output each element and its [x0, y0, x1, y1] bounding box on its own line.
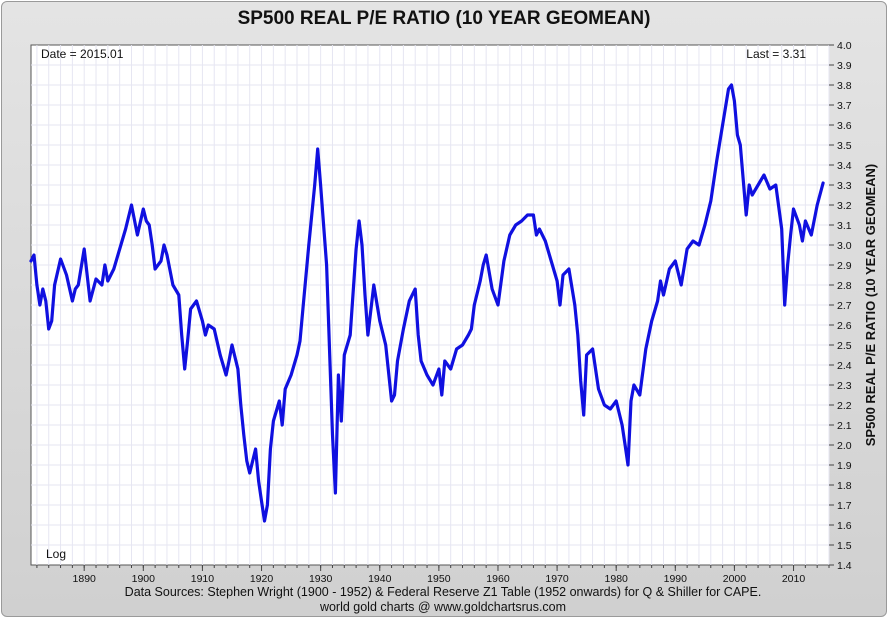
y-tick-label: 2.7: [837, 300, 852, 312]
y-tick-label: 2.3: [837, 380, 852, 392]
x-tick-label: 1960: [486, 573, 510, 585]
y-tick-label: 3.7: [837, 100, 852, 112]
x-tick-label: 2010: [782, 573, 806, 585]
y-tick-label: 2.0: [837, 440, 852, 452]
y-tick-label: 1.8: [837, 480, 852, 492]
y-tick-label: 3.9: [837, 60, 852, 72]
x-tick-label: 1940: [368, 573, 392, 585]
date-annotation: Date = 2015.01: [41, 47, 124, 61]
y-tick-label: 2.2: [837, 400, 852, 412]
y-tick-label: 2.9: [837, 260, 852, 272]
series-line: [29, 83, 825, 523]
x-tick-label: 1950: [427, 573, 451, 585]
y-tick-label: 1.4: [837, 560, 852, 572]
chart-title: SP500 REAL P/E RATIO (10 YEAR GEOMEAN): [237, 8, 651, 29]
x-tick-label: 1920: [250, 573, 274, 585]
credit-note: world gold charts @ www.goldchartsrus.co…: [319, 600, 567, 614]
x-tick-label: 1900: [132, 573, 156, 585]
y-tick-label: 2.4: [837, 360, 852, 372]
data-sources-note: Data Sources: Stephen Wright (1900 - 195…: [124, 585, 762, 599]
y-axis-label: SP500 REAL P/E RATIO (10 YEAR GEOMEAN): [863, 164, 878, 446]
last-annotation: Last = 3.31: [746, 47, 806, 61]
x-tick-label: 1990: [664, 573, 688, 585]
y-tick-label: 3.2: [837, 200, 852, 212]
y-tick-label: 3.4: [837, 160, 852, 172]
y-tick-label: 2.1: [837, 420, 852, 432]
x-tick-label: 2000: [723, 573, 747, 585]
y-tick-label: 1.6: [837, 520, 852, 532]
y-tick-label: 1.5: [837, 540, 852, 552]
scale-annotation: Log: [46, 547, 66, 561]
y-tick-label: 1.9: [837, 460, 852, 472]
y-tick-label: 3.5: [837, 140, 852, 152]
y-tick-label: 3.6: [837, 120, 852, 132]
y-tick-label: 2.6: [837, 320, 852, 332]
y-tick-label: 3.0: [837, 240, 852, 252]
y-tick-label: 2.8: [837, 280, 852, 292]
y-tick-label: 3.1: [837, 220, 852, 232]
axis-ticks: 1.4 1.5 1.6 1.7 1.8 1.9 2.0 2.1 2.2 2.3 2.4 2.5 2.6 2…: [36, 40, 852, 585]
y-tick-label: 1.7: [837, 500, 852, 512]
y-tick-label: 3.8: [837, 80, 852, 92]
y-tick-label: 2.5: [837, 340, 852, 352]
y-tick-label: 3.3: [837, 180, 852, 192]
y-tick-label: 4.0: [837, 40, 852, 52]
x-tick-label: 1930: [309, 573, 333, 585]
x-tick-label: 1980: [605, 573, 629, 585]
x-tick-label: 1910: [191, 573, 215, 585]
x-tick-label: 1970: [545, 573, 569, 585]
x-tick-label: 1890: [73, 573, 97, 585]
